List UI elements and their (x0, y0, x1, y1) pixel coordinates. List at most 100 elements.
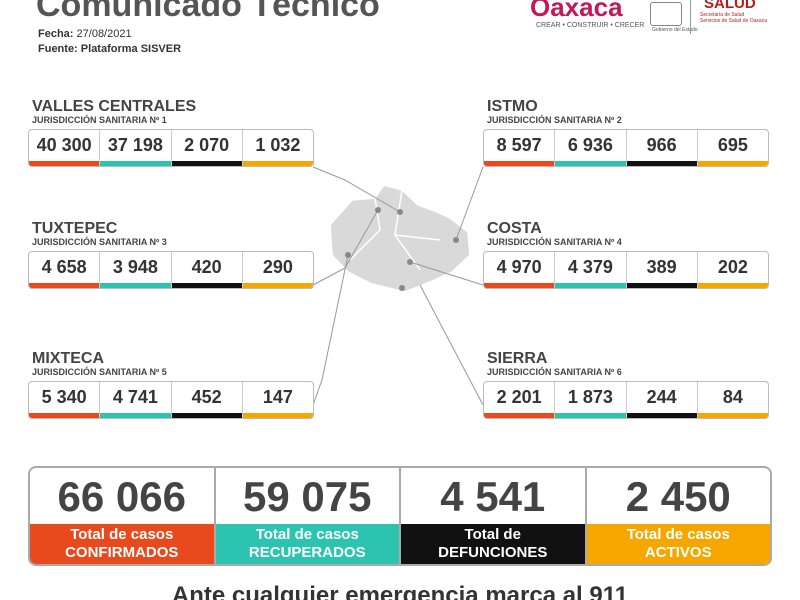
region-value: 2 070 (171, 130, 243, 166)
total-label: Total de DEFUNCIONES (401, 524, 585, 564)
region-value: 37 198 (100, 130, 172, 166)
region-value: 3 948 (100, 252, 172, 288)
value-color-bar (697, 161, 768, 166)
value-color-bar (100, 283, 171, 288)
totals-box: 66 066 Total de casos CONFIRMADOS 59 075 Tot… (28, 466, 772, 566)
value-color-bar (171, 413, 242, 418)
value-color-bar (555, 283, 626, 288)
total-label-line2: DEFUNCIONES (438, 544, 548, 561)
total-column: 4 541 Total de DEFUNCIONES (401, 468, 587, 564)
value-color-bar (555, 161, 626, 166)
value-text: 452 (191, 387, 222, 407)
region-box: 2 201 1 873 244 84 (483, 381, 769, 419)
value-text: 695 (717, 135, 748, 155)
value-color-bar (171, 283, 242, 288)
region-name: SIERRA (487, 350, 548, 367)
value-color-bar (626, 283, 697, 288)
total-value: 66 066 (57, 473, 186, 520)
value-color-bar (626, 413, 697, 418)
value-text: 6 936 (567, 135, 613, 155)
region-box: 8 597 6 936 966 695 (483, 129, 769, 167)
logo-government: Gobierno del Estado (652, 27, 698, 33)
region-value: 147 (242, 382, 313, 418)
region-value: 966 (626, 130, 698, 166)
region-value: 4 741 (100, 382, 172, 418)
region-value: 84 (697, 382, 768, 418)
value-color-bar (171, 161, 242, 166)
region-value: 1 873 (555, 382, 627, 418)
region-jurisdiction: JURISDICCIÓN SANITARIA Nº 2 (487, 115, 622, 125)
logo-oaxaca: Oaxaca (530, 0, 623, 22)
total-label: Total de casos RECUPERADOS (215, 524, 399, 564)
total-value: 4 541 (440, 473, 546, 520)
value-color-bar (242, 161, 313, 166)
region-value: 6 936 (555, 130, 627, 166)
value-color-bar (242, 413, 313, 418)
region-value: 4 379 (555, 252, 627, 288)
value-text: 5 340 (41, 387, 87, 407)
value-color-bar (484, 413, 555, 418)
value-text: 3 948 (112, 257, 158, 277)
value-text: 147 (262, 387, 293, 407)
value-text: 290 (262, 257, 293, 277)
value-color-bar (484, 161, 555, 166)
region-value: 452 (171, 382, 243, 418)
value-text: 84 (722, 387, 743, 407)
value-text: 4 970 (496, 257, 542, 277)
region-value: 290 (242, 252, 313, 288)
region-jurisdiction: JURISDICCIÓN SANITARIA Nº 1 (32, 115, 167, 125)
region-value: 4 658 (29, 252, 101, 288)
source: Plataforma SISVER (80, 43, 182, 55)
value-text: 37 198 (107, 135, 163, 155)
value-color-bar (100, 413, 171, 418)
value-text: 389 (646, 257, 677, 277)
region-value: 389 (626, 252, 698, 288)
date: 27/08/2021 (76, 28, 132, 40)
region-value: 420 (171, 252, 243, 288)
region-name: ISTMO (487, 98, 538, 115)
value-color-bar (626, 161, 697, 166)
logo-slogan: CREAR • CONSTRUIR • CRECER (536, 22, 645, 29)
connectors (312, 166, 484, 406)
logo-salud-line2: Servicios de Salud de Oaxaca (700, 18, 767, 24)
value-color-bar (697, 283, 768, 288)
region-jurisdiction: JURISDICCIÓN SANITARIA Nº 5 (32, 367, 167, 377)
total-label: Total de casos ACTIVOS (586, 524, 770, 564)
value-text: 4 741 (112, 387, 158, 407)
region-value: 2 201 (484, 382, 556, 418)
total-column: 59 075 Total de casos RECUPERADOS (215, 468, 401, 564)
total-label-line2: ACTIVOS (644, 544, 712, 561)
value-color-bar (242, 283, 313, 288)
region-value: 244 (626, 382, 698, 418)
logo-salud: SALUD (704, 0, 756, 12)
oaxaca-map (329, 184, 471, 293)
value-text: 420 (191, 257, 222, 277)
date-row: Fecha: 27/08/2021 (38, 28, 132, 40)
value-color-bar (29, 413, 100, 418)
total-value: 59 075 (243, 473, 372, 520)
value-color-bar (29, 161, 100, 166)
total-column: 2 450 Total de casos ACTIVOS (586, 468, 770, 564)
title: Comunicado Técnico (36, 0, 380, 24)
region-box: 40 300 37 198 2 070 1 032 (28, 129, 314, 167)
value-text: 2 070 (184, 135, 230, 155)
source-row: Fuente: Plataforma SISVER (38, 43, 181, 55)
value-color-bar (697, 413, 768, 418)
region-value: 8 597 (484, 130, 556, 166)
region-value: 40 300 (29, 130, 101, 166)
total-label-line1: Total de (464, 526, 521, 543)
region-jurisdiction: JURISDICCIÓN SANITARIA Nº 6 (487, 367, 622, 377)
region-box: 4 658 3 948 420 290 (28, 251, 314, 289)
region-value: 1 032 (242, 130, 313, 166)
total-value: 2 450 (625, 473, 731, 520)
total-label-line1: Total de casos (255, 526, 359, 543)
value-color-bar (100, 161, 171, 166)
total-label-line1: Total de casos (626, 526, 730, 543)
source-label: Fuente: (38, 43, 78, 55)
value-text: 1 032 (255, 135, 301, 155)
total-label-line2: RECUPERADOS (248, 544, 366, 561)
value-text: 40 300 (36, 135, 92, 155)
total-label-line1: Total de casos (70, 526, 174, 543)
